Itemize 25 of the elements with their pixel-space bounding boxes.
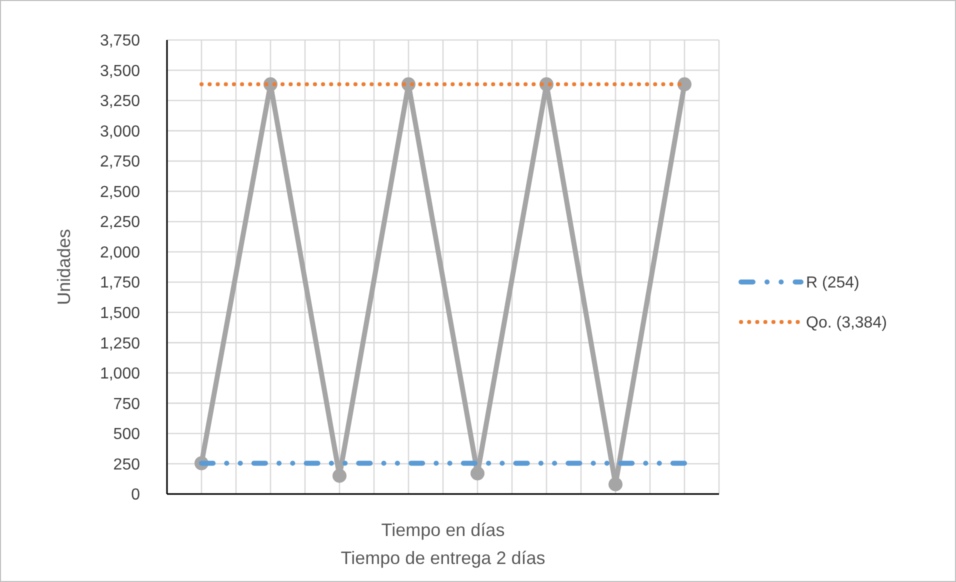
y-tick-label: 1,250 [100, 335, 140, 352]
y-tick-label: 2,000 [100, 244, 140, 262]
y-tick-label: 3,500 [100, 62, 140, 80]
x-axis-title: Tiempo en días [381, 520, 505, 540]
y-tick-label: 1,750 [100, 274, 140, 292]
point [470, 466, 484, 480]
y-tick-label: 250 [113, 456, 140, 474]
y-tick-label: 3,000 [100, 123, 140, 140]
y-tick-label: 2,500 [100, 184, 140, 201]
y-tick-label: 750 [113, 396, 140, 413]
y-tick-label: 3,250 [100, 93, 140, 110]
text: Tiempo de entrega 2 días [340, 548, 546, 568]
y-tick-label: 500 [113, 426, 140, 444]
legend-label: Qo. (3,384) [806, 314, 887, 332]
point [678, 77, 692, 92]
y-tick-label: 1,000 [100, 366, 140, 383]
y-tick-label: 0 [131, 486, 140, 504]
y-tick-label: 3,750 [100, 32, 140, 50]
y-axis-title: Unidades [54, 228, 74, 306]
point [608, 477, 622, 492]
point [332, 468, 346, 483]
y-tick-label: 2,250 [100, 214, 140, 232]
y-tick-label: 2,750 [100, 154, 140, 171]
legend-label: R (254) [806, 274, 860, 292]
y-tick-label: 1,500 [100, 305, 140, 322]
